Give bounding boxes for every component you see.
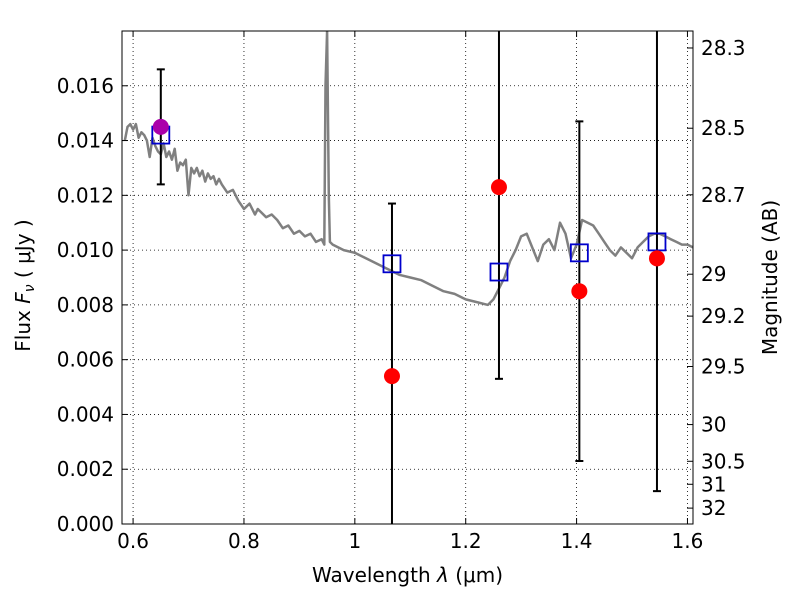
x-tick-label: 0.8 [228, 529, 260, 553]
y2-tick-label: 30.5 [701, 449, 746, 473]
y2-tick-label: 29.5 [701, 355, 746, 379]
axis-ticks: 0.6 0.8 1 1.2 1.4 1.6 0.000 0.002 0.004 0.006 0.00… [57, 31, 746, 553]
observed-flux-point [490, 179, 507, 196]
y-tick-label: 0.006 [57, 348, 114, 372]
x-tick-label: 0.6 [117, 529, 149, 553]
y-tick-label: 0.008 [57, 293, 114, 317]
y-tick-label: 0.010 [57, 238, 114, 262]
y-tick-label: 0.004 [57, 402, 114, 426]
y2-tick-label: 31 [701, 472, 726, 496]
y-tick-label: 0.002 [57, 457, 114, 481]
plot-frame [121, 30, 694, 525]
x-tick-label: 1.2 [450, 529, 482, 553]
y-tick-label: 0.000 [57, 512, 114, 536]
observed-flux-point [648, 250, 665, 267]
y2-tick-label: 28.3 [701, 36, 746, 60]
model-spectrum-line [123, 31, 693, 307]
observed-flux-point [571, 283, 588, 300]
y2-tick-label: 28.5 [701, 116, 746, 140]
y-tick-label: 0.016 [57, 74, 114, 98]
y2-tick-label: 32 [701, 496, 726, 520]
y2-axis-title: Magnitude (AB) [758, 200, 782, 355]
y2-tick-label: 30 [701, 413, 726, 437]
y-tick-label: 0.014 [57, 129, 114, 153]
y2-tick-label: 28.7 [701, 183, 746, 207]
y-tick-label: 0.012 [57, 183, 114, 207]
model-flux-square [569, 243, 589, 263]
model-flux-square [382, 254, 402, 274]
x-tick-label: 1.4 [561, 529, 593, 553]
y-axis-title: Flux Fν ( μJy ) [11, 219, 38, 351]
y2-tick-label: 29 [701, 262, 726, 286]
y2-tick-label: 29.2 [701, 304, 746, 328]
x-axis-title: Wavelength λ (μm) [312, 563, 503, 587]
observed-flux-point [152, 118, 169, 135]
observed-flux-point [383, 368, 400, 385]
x-tick-label: 1.6 [672, 529, 704, 553]
x-tick-label: 1 [348, 529, 361, 553]
model-flux-square [489, 262, 509, 282]
